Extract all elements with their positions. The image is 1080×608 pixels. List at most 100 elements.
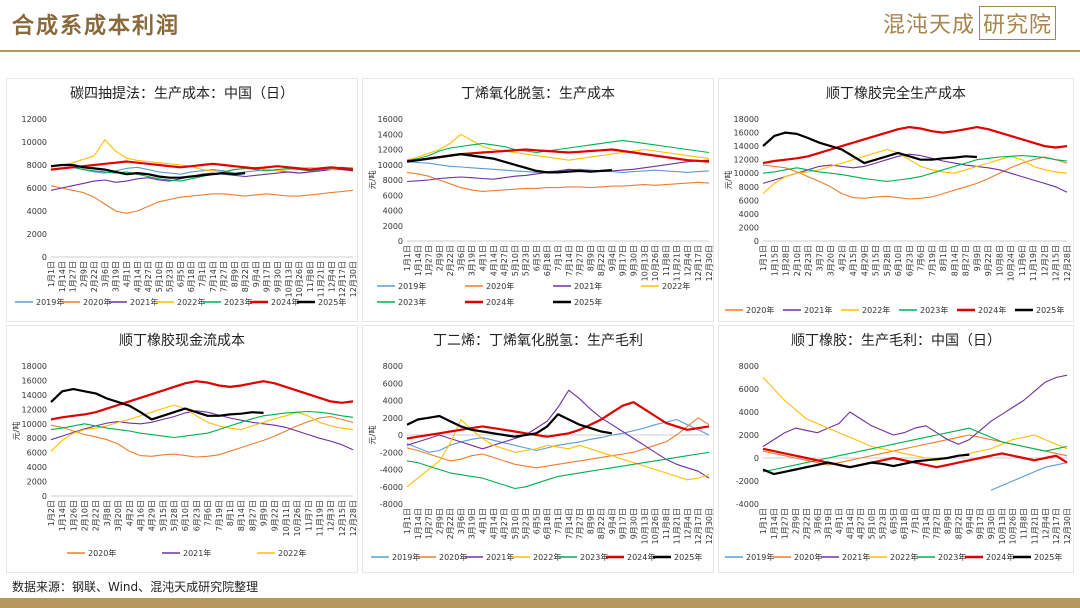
legend-entry: 2019年 [746,552,774,562]
header-rule [0,50,1080,52]
series-line [762,447,1068,469]
x-tick-label: 1月14日 [770,508,779,539]
data-source-note: 数据来源：钢联、Wind、混沌天成研究院整理 [12,580,259,594]
x-tick-label: 1月27日 [425,245,434,276]
x-tick-label: 12月30日 [1063,508,1072,544]
x-tick-label: 5月23日 [522,508,531,539]
chart-title: 顺丁橡胶：生产毛利：中国（日） [791,333,1001,349]
x-tick-label: 3月6日 [101,261,110,287]
x-tick-label: 10月24日 [1007,245,1016,281]
chart-panel-br-cash-cost: 顺丁橡胶现金流成本 0 2000 4000 6000 8000 10000 12000 140… [6,325,358,573]
x-tick-label: 1月1日 [759,245,768,271]
series-line [406,451,710,490]
chart-title: 碳四抽提法：生产成本：中国（日） [70,86,294,102]
series-line [762,131,977,165]
y-tick-label: -2000 [736,477,759,486]
x-tick-label: 1月15日 [770,245,779,276]
y-tick-label: 6000 [739,196,759,205]
x-tick-label: 2月23日 [804,245,813,276]
series-line [50,410,354,439]
series-line [762,155,1068,182]
legend-entry: 2022年 [278,548,306,558]
x-tick-label: 4月16日 [136,500,145,531]
y-tick-label: 6000 [383,379,403,388]
x-tick-label: 4月29日 [148,500,157,531]
y-axis-label: 元/吨 [723,171,733,190]
x-tick-label: 10月13日 [998,508,1007,544]
series-line [50,416,354,458]
y-tick-label: 2000 [27,478,47,487]
x-tick-label: 12月4日 [1041,508,1050,539]
x-tick-label: 6月18日 [900,508,909,539]
x-tick-label: 9月4日 [252,261,261,287]
y-tick-label: 18000 [734,115,759,124]
y-tick-label: 2000 [383,222,403,231]
x-tick-label: 3月7日 [815,245,824,271]
x-tick-label: 4月27日 [144,261,153,292]
legend-entry: 2019年 [392,552,420,562]
x-tick-label: 1月1日 [403,508,412,534]
x-tick-label: 2月9日 [435,245,444,271]
series-line [762,156,1068,200]
legend-entry: 2025年 [1034,552,1062,562]
x-tick-label: 11月8日 [1020,508,1029,539]
x-tick-label: 2月22日 [90,261,99,292]
x-tick-label: 6月5日 [532,245,541,271]
x-tick-label: 8月9日 [944,508,953,534]
x-tick-label: 8月22日 [241,261,250,292]
legend-entry: 2024年 [271,297,299,307]
legend-entry: 2020年 [83,297,111,307]
chart-panel-c4-extraction-cost: 碳四抽提法：生产成本：中国（日） 0 2000 4000 6000 8000 10000 1… [6,78,358,322]
x-tick-label: 12月4日 [683,245,692,276]
x-tick-label: 12月28日 [1063,245,1072,281]
y-tick-label: 2000 [383,414,403,423]
y-axis-label: 元/吨 [367,171,377,190]
series-line [50,169,354,191]
x-tick-label: 12月28日 [349,500,358,536]
x-tick-label: 2月9日 [435,508,444,534]
legend-entry: 2023年 [920,305,948,315]
x-tick-label: 10月13日 [284,261,293,297]
logo-text: 混沌天成 [882,13,975,38]
x-tick-label: 1月1日 [403,245,412,271]
series-line [50,163,246,179]
x-tick-label: 9月17日 [976,508,985,539]
x-tick-label: 1月14日 [58,261,67,292]
legend-entry: 2025年 [674,552,702,562]
x-tick-label: 12月30日 [349,261,358,297]
x-tick-label: 12月17日 [1052,508,1061,544]
legend-entry: 2020年 [746,305,774,315]
x-tick-label: 12月17日 [694,508,703,544]
x-tick-label: 7月19日 [215,500,224,531]
legend-entry: 2021年 [183,548,211,558]
x-tick-label: 5月23日 [878,508,887,539]
x-tick-label: 9月4日 [608,508,617,534]
x-tick-label: 6月18日 [543,245,552,276]
legend-entry: 2019年 [36,297,64,307]
x-tick-label: 10月26日 [295,261,304,297]
chart-panel-odh-cost: 丁烯氧化脱氢：生产成本 0 2000 4000 6000 8000 10000 12000 1… [362,78,714,322]
series-line [406,389,710,479]
x-tick-label: 7月14日 [209,261,218,292]
x-tick-label: 6月23日 [192,500,201,531]
x-tick-label: 11月8日 [662,508,671,539]
x-tick-label: 8月14日 [950,245,959,276]
y-axis-label: 元/吨 [367,426,377,445]
x-tick-label: 3月19日 [468,245,477,276]
y-tick-label: 8000 [383,362,403,371]
x-tick-label: 7月6日 [917,245,926,271]
series-line [990,462,1068,491]
x-tick-label: 7月19日 [928,245,937,276]
x-tick-label: 3月6日 [457,245,466,271]
x-tick-label: 8月27日 [248,500,257,531]
series-line [406,133,710,161]
x-tick-label: 4月14日 [846,508,855,539]
chart-title: 顺丁橡胶现金流成本 [119,333,245,349]
x-tick-label: 12月15日 [338,500,347,536]
series-line [762,427,1068,473]
series-line [762,453,970,476]
x-tick-label: 8月22日 [954,508,963,539]
x-tick-label: 4月27日 [500,245,509,276]
legend-entry: 2021年 [842,552,870,562]
x-tick-label: 3月20日 [114,500,123,531]
